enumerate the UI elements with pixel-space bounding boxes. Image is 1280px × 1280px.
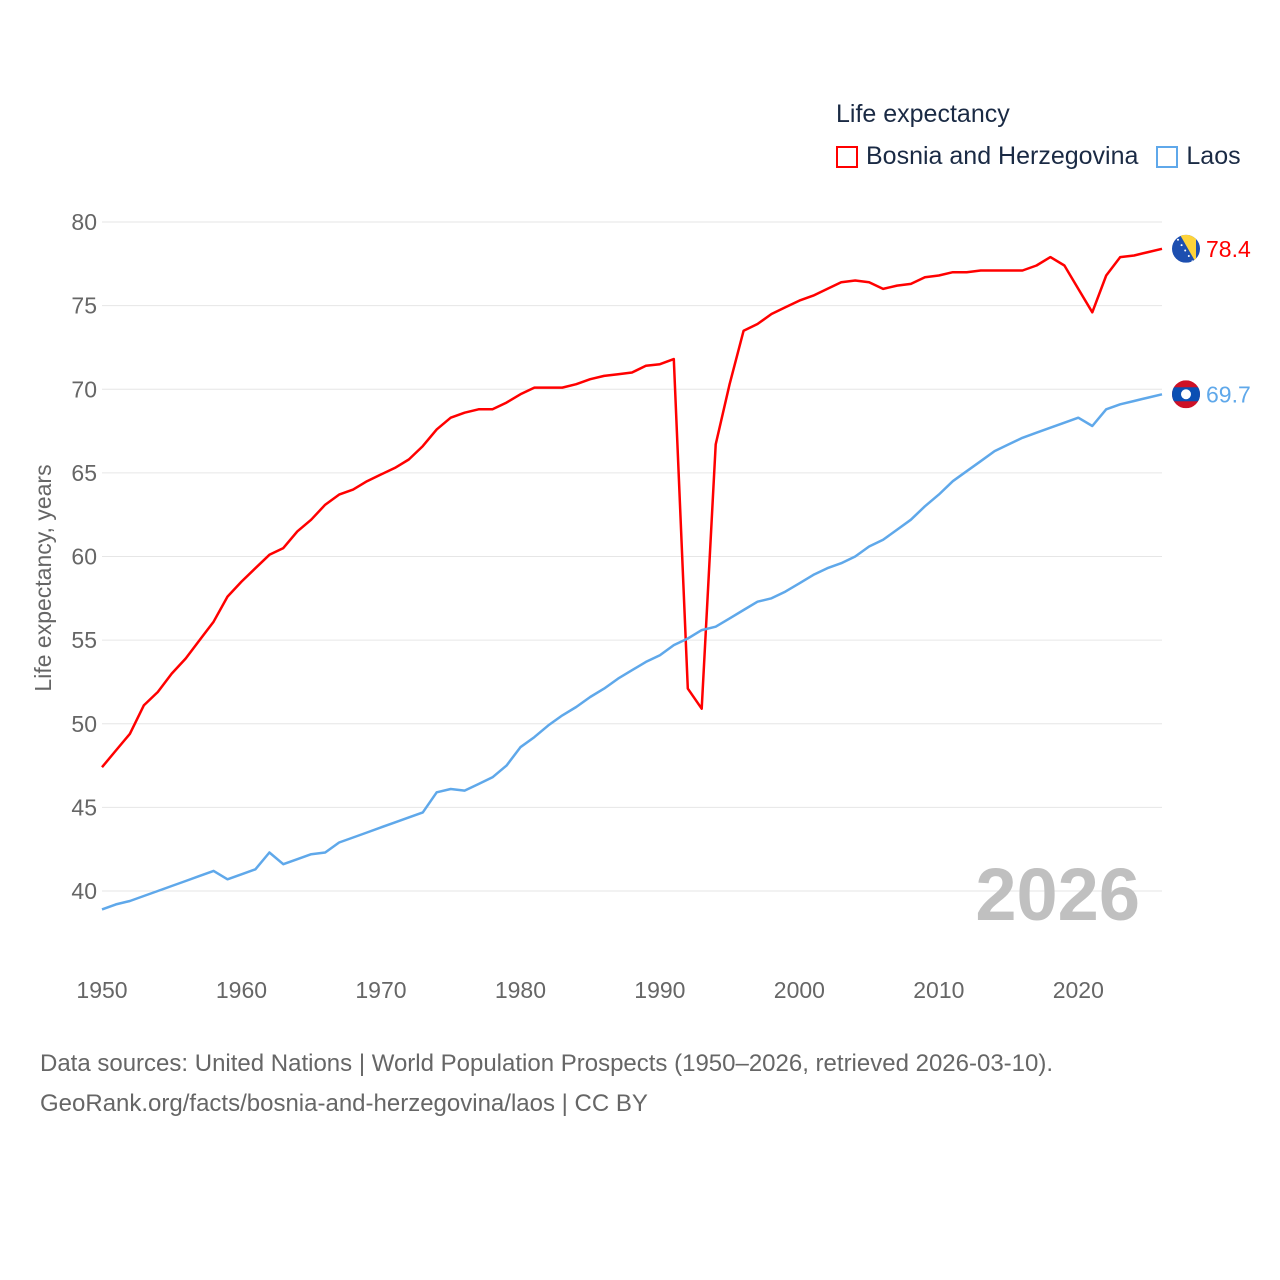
flag-disc [1181, 389, 1191, 400]
year-watermark: 2026 [975, 853, 1140, 936]
end-value-label: 69.7 [1206, 381, 1251, 407]
y-tick-label: 70 [71, 376, 97, 402]
x-tick-label: 2000 [774, 977, 825, 1003]
legend-label-bosnia: Bosnia and Herzegovina [866, 142, 1139, 170]
x-tick-label: 1950 [76, 977, 127, 1003]
x-tick-label: 1960 [216, 977, 267, 1003]
source-note: Data sources: United Nations | World Pop… [40, 1044, 1053, 1124]
x-tick-label: 2020 [1053, 977, 1104, 1003]
flag-star [1191, 260, 1194, 263]
x-tick-label: 1970 [355, 977, 406, 1003]
y-tick-label: 55 [71, 627, 97, 653]
flag-body [1172, 380, 1200, 409]
y-tick-label: 50 [71, 711, 97, 737]
end-value-label: 78.4 [1206, 236, 1251, 262]
source-line-1: Data sources: United Nations | World Pop… [40, 1050, 1054, 1077]
flag-star [1177, 238, 1179, 241]
flag-body [1172, 234, 1200, 263]
legend-label-laos: Laos [1186, 142, 1241, 170]
flag-bosnia-icon [1172, 234, 1200, 263]
source-line-2[interactable]: GeoRank.org/facts/bosnia-and-herzegovina… [40, 1090, 648, 1117]
series-line-laos [101, 393, 1163, 911]
legend-item-laos[interactable]: Laos [1156, 142, 1241, 171]
y-tick-label: 45 [71, 794, 97, 820]
legend-swatch-laos [1156, 145, 1179, 168]
y-tick-label: 60 [71, 544, 97, 570]
flag-laos-icon [1172, 380, 1200, 409]
x-tick-label: 1980 [495, 977, 546, 1003]
legend: Bosnia and Herzegovina Laos [836, 142, 1259, 171]
x-tick-label: 1990 [634, 977, 685, 1003]
flag-star [1180, 244, 1183, 247]
legend-swatch-bosnia [836, 145, 858, 168]
y-axis-label: Life expectancy, years [30, 464, 56, 691]
y-tick-label: 65 [71, 460, 97, 486]
y-tick-label: 75 [71, 293, 97, 319]
flag-star [1184, 249, 1187, 252]
y-tick-label: 80 [71, 209, 97, 235]
y-tick-label: 40 [71, 878, 97, 904]
series-line-bosnia [101, 247, 1163, 768]
x-tick-label: 2010 [913, 977, 964, 1003]
flag-star [1187, 254, 1190, 257]
flag-triangle [1180, 234, 1196, 263]
legend-item-bosnia[interactable]: Bosnia and Herzegovina [836, 142, 1138, 171]
legend-title: Life expectancy [836, 100, 1010, 128]
